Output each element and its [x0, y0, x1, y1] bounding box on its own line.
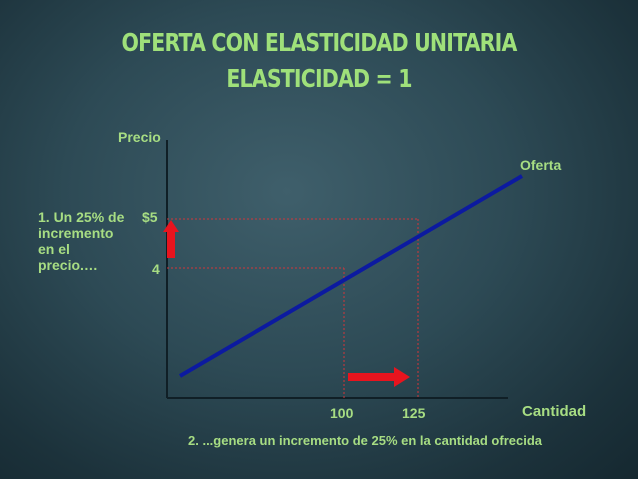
price-change-line-2: incremento — [38, 225, 114, 241]
quantity-increase-arrow — [348, 367, 410, 387]
quantity-change-annotation: 2. ...genera un incremento de 25% en la … — [188, 433, 542, 448]
price-change-annotation: 1. Un 25% de incremento en el precio.… — [38, 209, 124, 273]
y-axis-label: Precio — [118, 129, 161, 145]
supply-curve-label: Oferta — [520, 157, 562, 173]
price-increase-arrow — [163, 220, 179, 258]
x-axis-label: Cantidad — [522, 403, 587, 420]
qty-tick-high: 125 — [402, 405, 426, 421]
qty-tick-low: 100 — [330, 405, 354, 421]
price-change-line-1: 1. Un 25% de — [38, 209, 125, 225]
price-change-line-4: precio.… — [38, 257, 98, 273]
price-tick-high: $5 — [142, 209, 158, 225]
title-line-1: OFERTA CON ELASTICIDAD UNITARIA — [121, 28, 517, 57]
price-tick-low: 4 — [152, 261, 160, 277]
title-line-2: ELASTICIDAD = 1 — [226, 64, 412, 93]
supply-line — [178, 174, 524, 378]
price-change-line-3: en el — [38, 241, 70, 257]
